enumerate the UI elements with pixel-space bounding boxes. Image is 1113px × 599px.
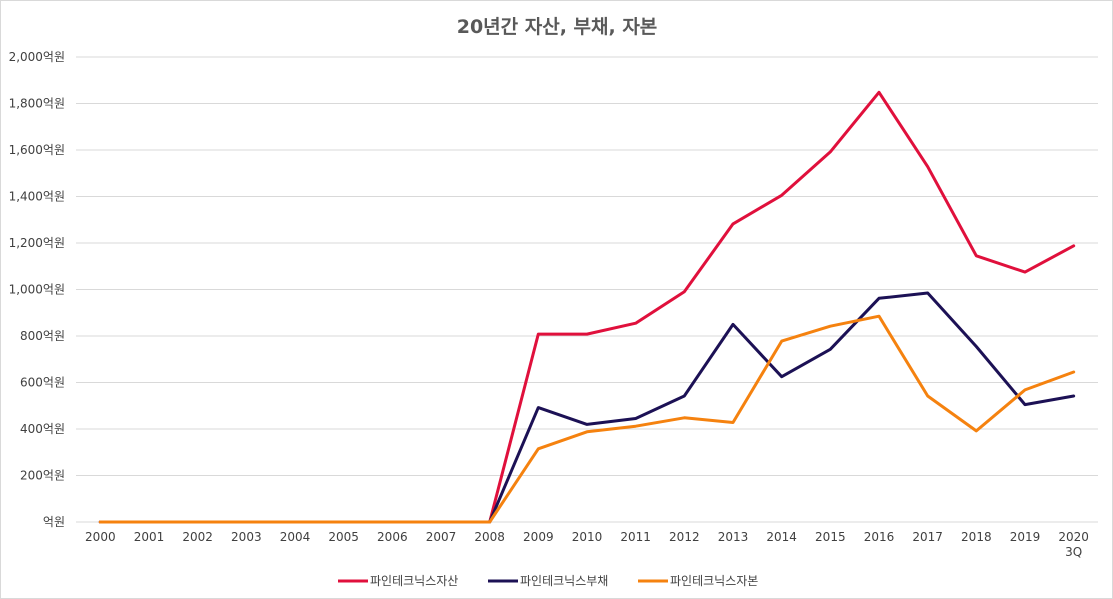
y-tick-label: 1,200억원	[9, 236, 65, 250]
x-tick-label: 2012	[669, 530, 700, 544]
x-tick-label: 2014	[766, 530, 797, 544]
y-tick-label: 200억원	[20, 469, 65, 483]
x-tick-label: 2004	[280, 530, 311, 544]
y-tick-label: 2,000억원	[9, 50, 65, 64]
y-tick-label: 억원	[43, 515, 65, 529]
legend-label: 파인테크닉스자산	[370, 574, 458, 588]
x-tick-label: 2003	[231, 530, 262, 544]
x-tick-label: 2008	[474, 530, 505, 544]
series-line	[98, 314, 1076, 524]
x-tick-label: 2016	[864, 530, 895, 544]
x-tick-label: 2015	[815, 530, 846, 544]
x-tick-label: 2017	[912, 530, 943, 544]
x-tick-label: 2013	[718, 530, 749, 544]
y-tick-label: 1,600억원	[9, 143, 65, 157]
legend: 파인테크닉스자산 파인테크닉스부채 파인테크닉스자본	[338, 574, 758, 588]
legend-label: 파인테크닉스자본	[670, 574, 758, 588]
y-tick-label: 400억원	[20, 422, 65, 436]
x-tick-label: 2005	[328, 530, 359, 544]
x-tick-label: 2019	[1010, 530, 1041, 544]
x-tick-label: 2010	[572, 530, 603, 544]
x-tick-label: 2018	[961, 530, 992, 544]
gridlines	[76, 56, 1098, 523]
y-tick-label: 1,000억원	[9, 283, 65, 297]
series-lines	[98, 90, 1076, 524]
y-tick-label: 1,400억원	[9, 190, 65, 204]
x-tick-label: 2007	[426, 530, 457, 544]
y-tick-label: 800억원	[20, 329, 65, 343]
x-axis-ticks: 2000 2001 2002 2003 2004 2005 2006 2007 2008 2009…	[85, 530, 1089, 559]
y-tick-label: 600억원	[20, 376, 65, 390]
y-tick-label: 1,800억원	[9, 97, 65, 111]
x-tick-label: 2002	[182, 530, 213, 544]
y-axis-ticks: 억원 200억원 400억원 600억원 800억원 1,000억원 1,200억원 1,40…	[9, 50, 65, 529]
chart-title: 20년간 자산, 부채, 자본	[457, 16, 658, 38]
x-tick-label: 2001	[134, 530, 165, 544]
x-tick-label: 2011	[620, 530, 651, 544]
legend-label: 파인테크닉스부채	[520, 574, 608, 588]
x-tick-label: 2006	[377, 530, 408, 544]
x-tick-label: 2009	[523, 530, 554, 544]
x-tick-label: 2020 3Q	[1058, 530, 1089, 559]
series-line	[98, 291, 1076, 524]
series-line	[98, 90, 1076, 524]
x-tick-label: 2000	[85, 530, 116, 544]
